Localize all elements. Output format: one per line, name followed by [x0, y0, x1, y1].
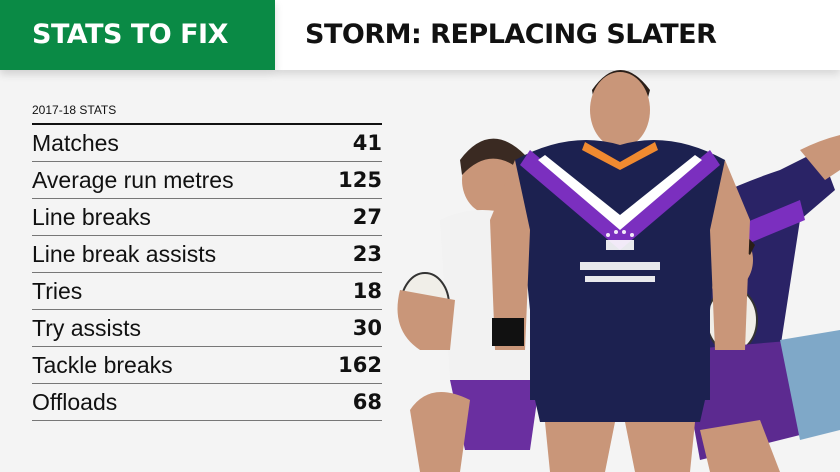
page-title: STORM: REPLACING SLATER: [275, 0, 840, 70]
stat-row: Tackle breaks 162: [32, 347, 382, 384]
section-title: STATS TO FIX: [0, 0, 275, 70]
stat-row: Line breaks 27: [32, 199, 382, 236]
stat-label: Line breaks: [32, 203, 151, 230]
stat-row: Tries 18: [32, 273, 382, 310]
stats-subtitle: 2017-18 STATS: [32, 103, 117, 117]
stat-value: 30: [352, 316, 382, 340]
player-center: [490, 70, 750, 472]
stat-label: Try assists: [32, 314, 142, 341]
stat-value: 41: [352, 131, 382, 155]
stat-label: Line break assists: [32, 240, 217, 267]
stat-label: Matches: [32, 129, 119, 156]
player-photo: [397, 70, 840, 472]
stat-row: Try assists 30: [32, 310, 382, 347]
stat-value: 125: [338, 168, 382, 192]
stat-value: 68: [352, 390, 382, 414]
stat-label: Offloads: [32, 388, 118, 415]
stats-table: Matches 41 Average run metres 125 Line break…: [32, 123, 382, 421]
stat-label: Tries: [32, 277, 83, 304]
stat-value: 18: [352, 279, 382, 303]
stat-value: 162: [338, 353, 382, 377]
stat-row: Offloads 68: [32, 384, 382, 421]
stat-row: Average run metres 125: [32, 162, 382, 199]
stat-value: 27: [352, 205, 382, 229]
stat-label: Average run metres: [32, 166, 234, 193]
stat-row: Matches 41: [32, 125, 382, 162]
stat-label: Tackle breaks: [32, 351, 173, 378]
stat-row: Line break assists 23: [32, 236, 382, 273]
stat-value: 23: [352, 242, 382, 266]
